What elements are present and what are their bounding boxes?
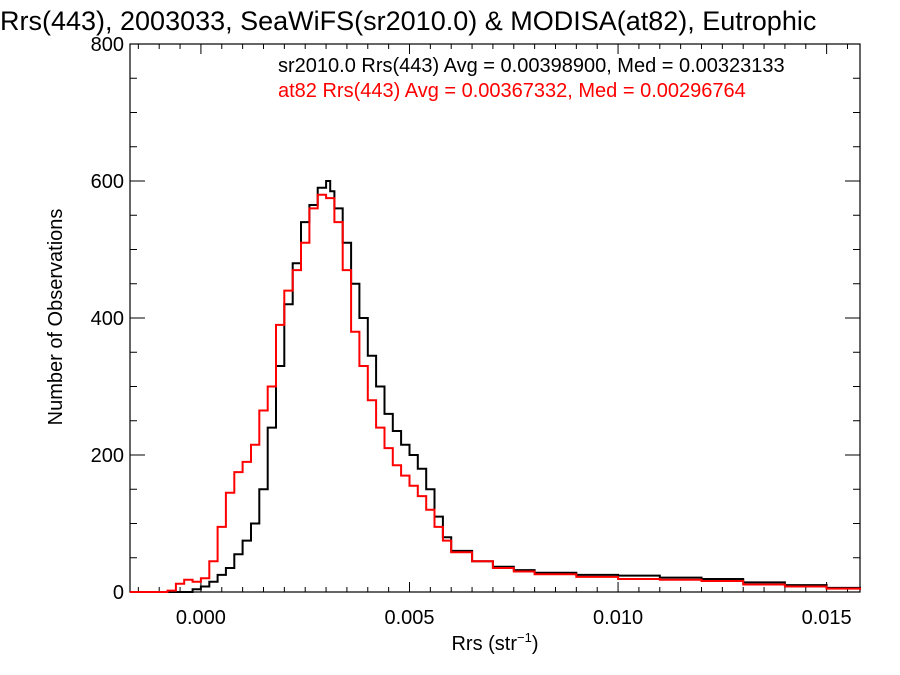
x-axis-label-close: ) [532,633,539,655]
chart-title: Rrs(443), 2003033, SeaWiFS(sr2010.0) & M… [0,6,816,36]
series-layer [130,180,861,593]
x-tick-label: 0.015 [802,607,852,629]
x-axis-label-superscript: −1 [517,630,532,645]
y-axis-label: Number of Observations [45,209,67,426]
x-tick-label: 0.005 [384,607,434,629]
x-axis-ticks: 0.000 0.005 0.010 0.015 [137,44,852,629]
x-axis-label: Rrs (str−1) [451,630,538,655]
y-axis-ticks: 0 200 400 600 800 [91,34,860,604]
series-line-sr2010 [130,180,861,593]
legend-entry-sr2010: sr2010.0 Rrs(443) Avg = 0.00398900, Med … [278,55,785,77]
y-tick-label: 400 [91,308,124,330]
legend-entry-at82: at82 Rrs(443) Avg = 0.00367332, Med = 0.… [278,80,746,102]
y-tick-label: 600 [91,171,124,193]
legend: sr2010.0 Rrs(443) Avg = 0.00398900, Med … [278,55,785,102]
series-line-at82 [130,193,861,593]
x-axis-label-main: Rrs (str [451,633,517,655]
x-tick-label: 0.000 [176,607,226,629]
y-tick-label: 200 [91,445,124,467]
plot-frame [129,43,861,593]
x-tick-label: 0.010 [593,607,643,629]
y-tick-label: 0 [113,582,124,604]
y-tick-label: 800 [91,34,124,56]
